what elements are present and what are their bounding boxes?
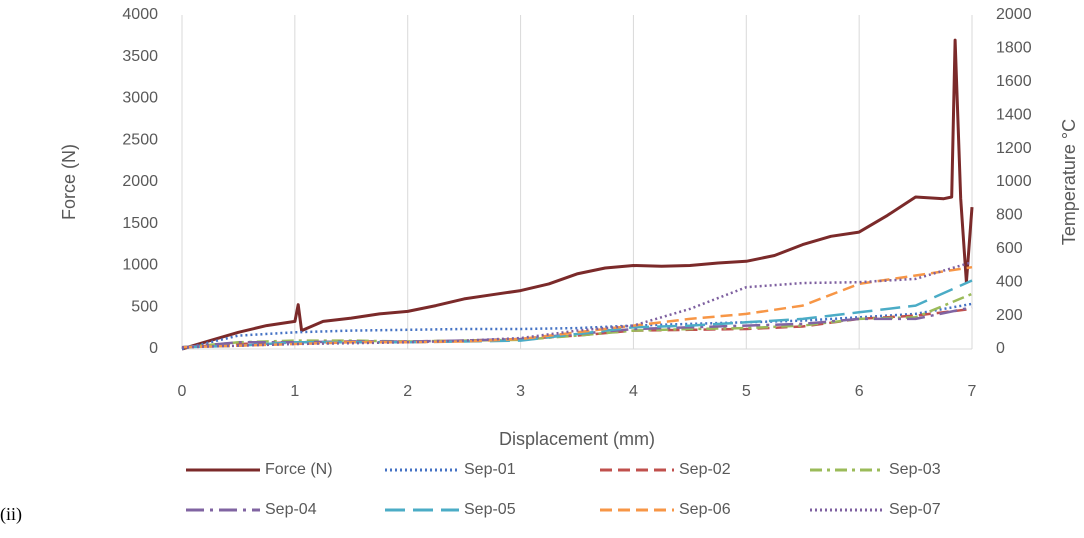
x-axis-label: Displacement (mm)	[499, 429, 655, 449]
x-tick-label: 6	[855, 383, 864, 400]
y-tick-label: 500	[131, 298, 158, 315]
x-tick-label: 7	[968, 383, 977, 400]
series-line	[181, 261, 973, 349]
x-tick-label: 5	[742, 383, 751, 400]
y2-tick-label: 1800	[996, 40, 1032, 57]
y-tick-label: 2000	[122, 173, 158, 190]
x-tick-label: 2	[403, 383, 412, 400]
y2-tick-label: 2000	[996, 6, 1032, 23]
series-line	[181, 38, 974, 351]
x-tick-label: 1	[290, 383, 299, 400]
legend-label: Sep-01	[464, 461, 516, 478]
caption: (ii)	[0, 504, 22, 525]
series-line	[181, 292, 973, 349]
legend-label: Sep-07	[889, 501, 941, 518]
y2-tick-label: 800	[996, 207, 1023, 224]
y-tick-label: 1500	[122, 215, 158, 232]
y-tick-label: 0	[149, 340, 158, 357]
y2-tick-label: 1400	[996, 106, 1032, 123]
x-tick-label: 3	[516, 383, 525, 400]
y-axis-label: Force (N)	[59, 144, 79, 220]
y-tick-label: 3000	[122, 90, 158, 107]
series-line	[181, 302, 973, 351]
y2-tick-label: 1000	[996, 173, 1032, 190]
y-tick-label: 1000	[122, 257, 158, 274]
legend-label: Force (N)	[265, 461, 333, 478]
y2-tick-label: 0	[996, 340, 1005, 357]
y-tick-label: 3500	[122, 48, 158, 65]
legend-label: Sep-06	[679, 501, 731, 518]
legend-label: Sep-05	[464, 501, 516, 518]
y2-tick-label: 400	[996, 273, 1023, 290]
y-tick-label: 2500	[122, 131, 158, 148]
y2-axis-label: Temperature °C	[1059, 119, 1079, 245]
y2-tick-label: 200	[996, 307, 1023, 324]
y-tick-label: 4000	[122, 6, 158, 23]
y2-tick-label: 600	[996, 240, 1023, 257]
y2-tick-label: 1200	[996, 140, 1032, 157]
legend-label: Sep-04	[265, 501, 317, 518]
x-tick-label: 0	[178, 383, 187, 400]
legend-label: Sep-02	[679, 461, 731, 478]
y2-tick-label: 1600	[996, 73, 1032, 90]
series-line	[181, 265, 973, 349]
x-tick-label: 4	[629, 383, 638, 400]
legend-label: Sep-03	[889, 461, 941, 478]
